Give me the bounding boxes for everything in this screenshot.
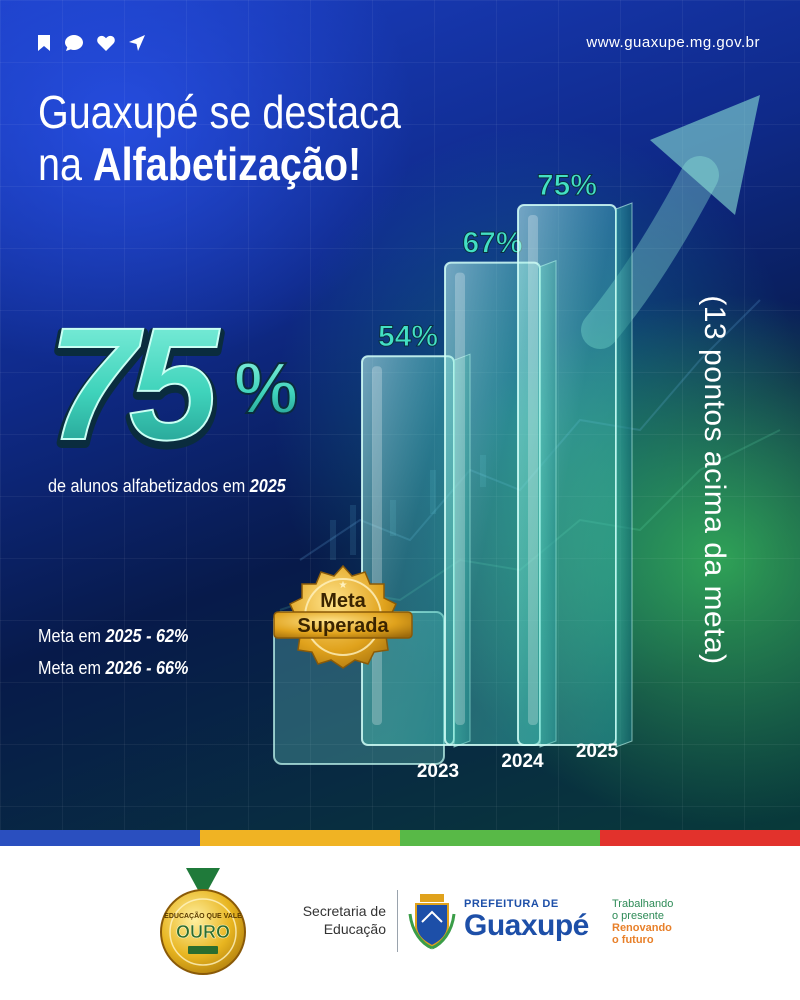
city-crest-icon [408,894,456,950]
highlight-caption-year: 2025 [249,476,286,496]
chart-value-label: 67% [462,227,522,260]
page-title: Guaxupé se destaca na Alfabetização! [38,86,460,190]
chart-value-label: 54% [378,320,438,353]
highlight-caption-text: de alunos alfabetizados em [48,476,250,496]
goal-value: 2025 - 62% [105,626,189,646]
highlight-number: 75 [48,305,220,465]
star-icon: ★ [339,580,348,591]
medal-text-top: EDUCAÇÃO QUE VALE [164,911,242,920]
side-note-text: (13 pontos acima da meta) [698,295,731,665]
footer: EDUCAÇÃO QUE VALE OURO Secretaria de Edu… [0,846,800,1000]
chart-bar-highlight [528,215,538,725]
slogan-line-2: o presente [612,910,664,922]
heart-icon[interactable] [96,34,116,52]
social-icons [36,34,146,52]
bookmark-icon[interactable] [36,34,52,52]
goals-list: Meta em 2025 - 62% Meta em 2026 - 66% [38,620,188,684]
chart-bar-highlight [455,272,465,725]
prefeitura-name: Guaxupé [464,909,589,942]
medal-ribbon [186,868,220,890]
slogan-line-1: Trabalhando [612,898,674,910]
chat-bubble-icon[interactable] [64,34,84,52]
badge-line-1: Meta [320,590,366,612]
goal-value: 2026 - 66% [105,658,189,678]
prefeitura-small-text: PREFEITURA DE [464,898,559,910]
highlight-percent-sign: % [234,349,298,429]
secretaria-label: Secretaria de Educação [296,902,386,938]
stripe-blue [0,830,200,846]
chart-category-label: 2024 [501,751,544,772]
badge-line-2: Superada [297,615,389,637]
stripe-red [600,830,800,846]
title-line-1: Guaxupé se destaca [38,86,401,138]
medal-text-main: OURO [176,922,230,942]
slogan-line-3: Renovando [612,922,672,934]
highlight-percentage: 75 75 % [48,305,299,465]
highlight-number-shadow: 75 [48,305,220,465]
send-icon[interactable] [128,34,146,52]
chart-bar-side [615,202,633,748]
footer-divider [397,890,398,952]
highlight-caption: de alunos alfabetizados em 2025 [48,476,286,497]
chart-category-label: 2025 [576,741,619,762]
book-icon [188,946,218,954]
bar-chart: 54% 2023 67% 2024 75% 2025 [273,168,633,782]
prefeitura-logo: PREFEITURA DE Guaxupé [464,898,589,942]
goal-label: Meta em [38,658,106,678]
arrow-up-icon [650,95,760,215]
slogan-line-4: o futuro [612,934,654,946]
educacao-ouro-medal: EDUCAÇÃO QUE VALE OURO [160,868,246,975]
secretaria-line-2: Educação [323,921,386,937]
title-line-2-prefix: na [38,138,93,190]
medal-disc [160,889,246,975]
goal-item: Meta em 2026 - 66% [38,652,188,684]
meta-superada-badge: ★ Meta Superada [273,564,413,669]
badge-ribbon [273,611,413,639]
color-stripes [0,830,800,846]
slogan: Trabalhando o presente Renovando o futur… [612,898,673,946]
poster-banner: www.guaxupe.mg.gov.br Guaxupé se destaca… [0,0,800,830]
site-url[interactable]: www.guaxupe.mg.gov.br [586,34,760,51]
goal-label: Meta em [38,626,106,646]
chart-value-label: 75% [537,169,597,202]
goal-item: Meta em 2025 - 62% [38,620,188,652]
stripe-green [400,830,600,846]
chart-bar-2025 [517,202,633,748]
secretaria-line-1: Secretaria de [302,903,386,919]
title-line-2-bold: Alfabetização! [92,138,362,190]
chart-category-label: 2023 [417,761,459,782]
stripe-yellow [200,830,400,846]
title-line-2: na Alfabetização! [38,138,401,190]
